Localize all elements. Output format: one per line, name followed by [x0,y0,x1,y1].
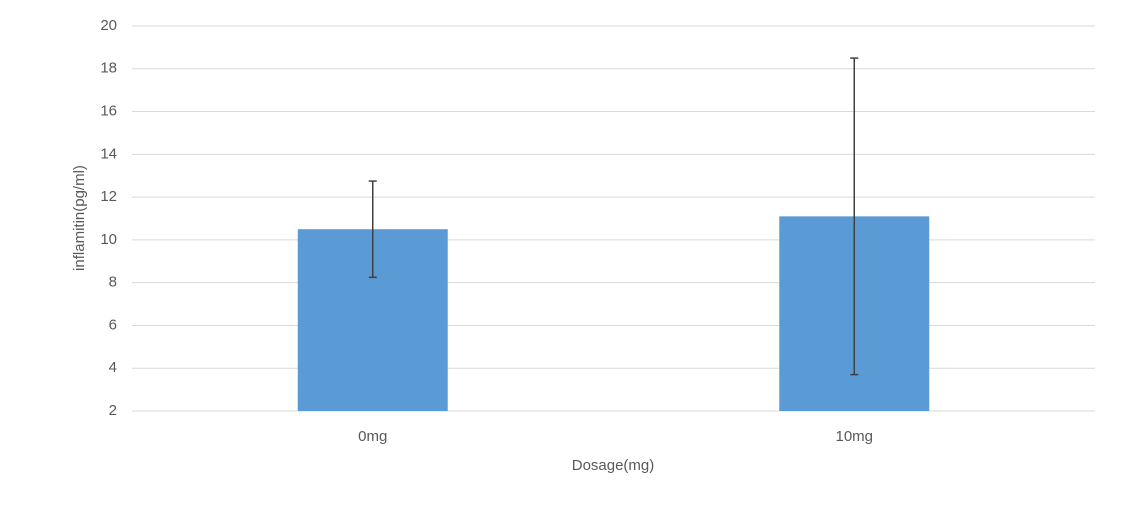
y-tick-label: 12 [100,188,117,205]
y-axis-title: inflamitin(pg/ml) [71,165,88,271]
y-tick-label: 14 [100,145,117,162]
x-tick-label: 0mg [358,428,387,445]
y-tick-label: 2 [109,402,117,419]
x-tick-label: 10mg [835,428,873,445]
y-tick-label: 16 [100,103,117,120]
y-tick-label: 4 [109,359,117,376]
y-tick-label: 6 [109,316,117,333]
y-tick-label: 8 [109,274,117,291]
x-axis-title: Dosage(mg) [572,457,655,474]
y-tick-label: 20 [100,17,117,34]
y-tick-label: 10 [100,231,117,248]
y-tick-label: 18 [100,60,117,77]
